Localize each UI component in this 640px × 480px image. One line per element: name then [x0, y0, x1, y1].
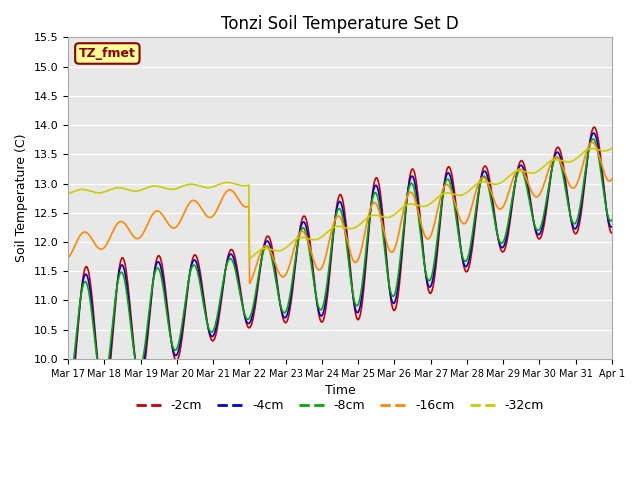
- X-axis label: Time: Time: [324, 384, 355, 397]
- Y-axis label: Soil Temperature (C): Soil Temperature (C): [15, 134, 28, 263]
- Legend: -2cm, -4cm, -8cm, -16cm, -32cm: -2cm, -4cm, -8cm, -16cm, -32cm: [131, 394, 549, 417]
- Title: Tonzi Soil Temperature Set D: Tonzi Soil Temperature Set D: [221, 15, 459, 33]
- Text: TZ_fmet: TZ_fmet: [79, 47, 136, 60]
